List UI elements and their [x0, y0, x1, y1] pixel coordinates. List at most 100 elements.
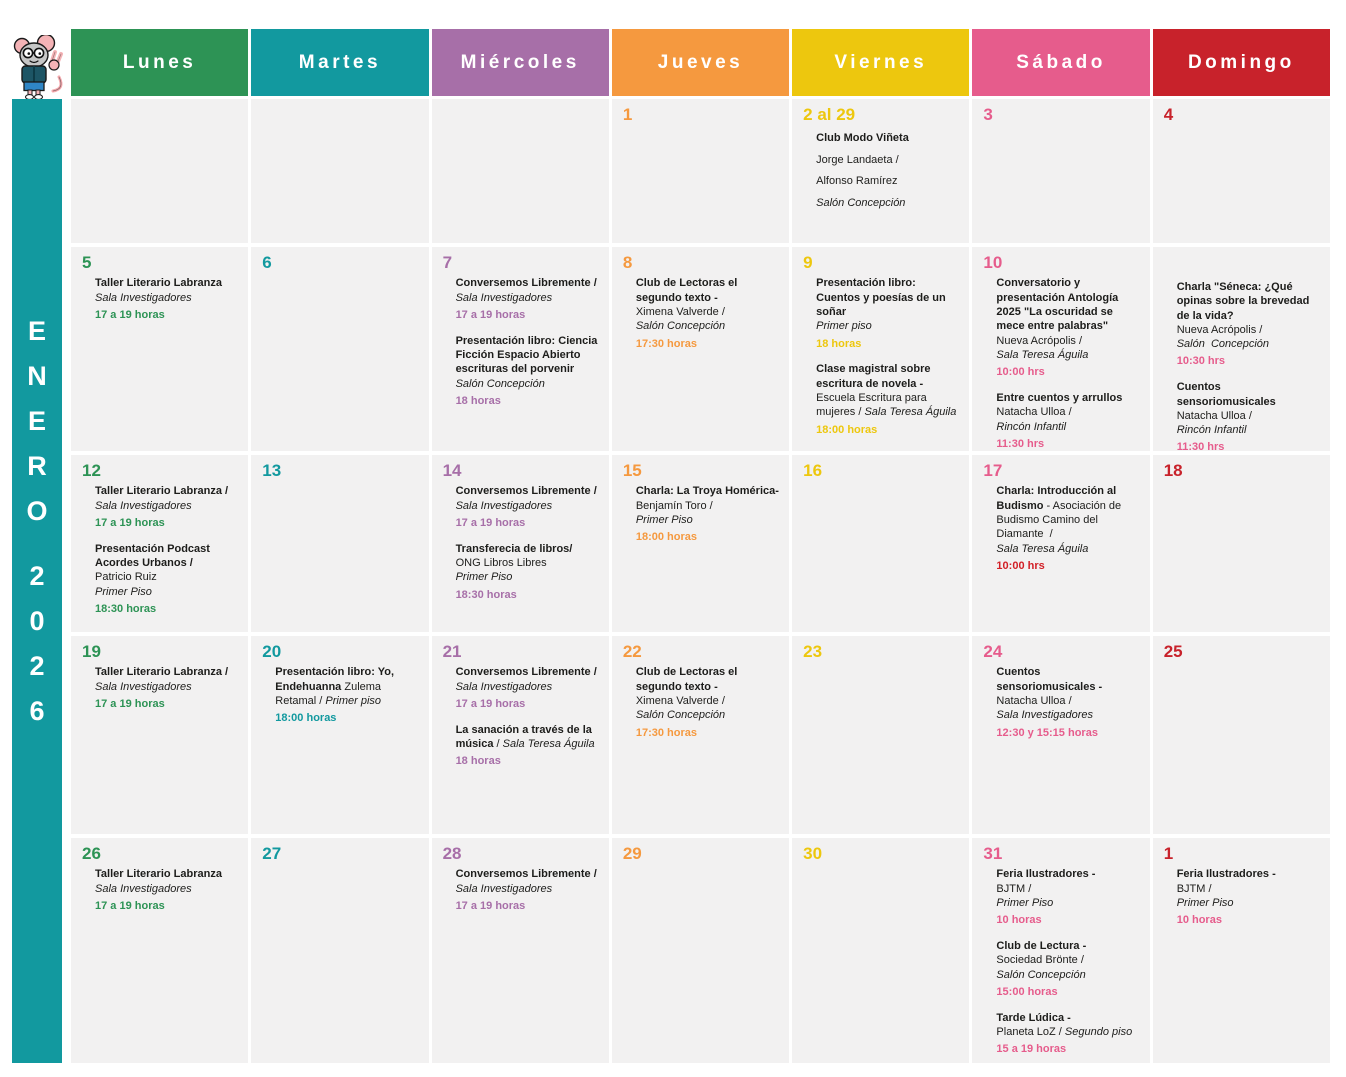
- event-line: Tarde Lúdica -: [996, 1011, 1141, 1025]
- sidebar-month-letter: E: [27, 405, 46, 436]
- day-number: 28: [442, 844, 462, 863]
- event-list: Conversemos Libremente / Sala Investigado…: [443, 484, 603, 602]
- event-line: Salón Concepción: [816, 193, 961, 214]
- day-number: 9: [803, 253, 813, 272]
- event: Club de Lectura - Sociedad Brönte / Salón …: [996, 939, 1141, 1000]
- event-list: Presentación libro: Yo, Endehuanna Zulem…: [262, 665, 422, 726]
- sidebar-year-digit: 2: [29, 650, 45, 681]
- sidebar-month-letter: R: [27, 450, 47, 481]
- day-number: 15: [622, 461, 642, 480]
- event-line: Presentación libro: Yo, Endehuanna Zulem…: [275, 665, 420, 708]
- event-presenter-text: Planeta LoZ /: [996, 1025, 1065, 1038]
- weekday-header-sabado: Sábado: [972, 29, 1150, 96]
- day-cell-week5-martes: 27: [251, 838, 429, 1063]
- event: Transferecia de libros/ONG Libros Libres…: [456, 542, 601, 603]
- event-line: Conversatorio y presentación Antología 2…: [996, 276, 1141, 333]
- event-time: 18 horas: [455, 755, 501, 768]
- day-cell-week2-miercoles: 7 Conversemos Libremente / Sala Investigad…: [431, 247, 609, 451]
- event-presenter-text: ONG Libros Libres: [455, 557, 547, 570]
- event-list: Feria Ilustradores - BJTM / Primer Piso 10 …: [1164, 867, 1324, 928]
- weekday-header-miercoles: Miércoles: [431, 29, 609, 96]
- day-cell-week3-viernes: 16: [792, 455, 970, 632]
- event-location-text: Salón Concepción: [635, 709, 726, 722]
- event-list: Taller Literario Labranza / Sala Investig…: [82, 665, 242, 711]
- event-time: 10 horas: [996, 914, 1042, 927]
- event-list: Feria Ilustradores - BJTM / Primer Piso 10 …: [983, 867, 1143, 1057]
- event-location-text: Rincón Infantil: [996, 420, 1067, 433]
- day-cell-week5-lunes: 26 Taller Literario Labranza Sala Investig…: [71, 838, 249, 1063]
- event-presenter-text: Nueva Acrópolis /: [996, 334, 1083, 347]
- day-cell-week4-jueves: 22 Club de Lectoras el segundo texto - Xim…: [611, 636, 790, 834]
- event-time: 10:00 hrs: [996, 559, 1045, 572]
- day-number: 2 al 29: [803, 105, 856, 124]
- event-presenter-text: Patricio Ruiz: [95, 571, 157, 584]
- weekday-header-domingo: Domingo: [1152, 29, 1330, 96]
- event-time: 10:00 hrs: [996, 366, 1045, 379]
- day-number: 17: [983, 461, 1003, 480]
- day-cell-week4-viernes: 23: [792, 636, 970, 834]
- calendar: Lunes Martes Miércoles Jueves Viernes Sábado D…: [71, 29, 1330, 1063]
- event: Feria Ilustradores - BJTM / Primer Piso 10 …: [996, 867, 1141, 928]
- event-line: Presentación Podcast Acordes Urbanos /: [95, 542, 240, 571]
- day-cell-week2-domingo: Charla "Séneca: ¿Qué opinas sobre la bre…: [1152, 247, 1330, 453]
- event-presenter-text: Alfonso Ramírez: [816, 175, 898, 188]
- event-line: Primer Piso: [1177, 896, 1322, 910]
- event-line: Natacha Ulloa /: [1177, 409, 1322, 423]
- event-time: 17 a 19 horas: [455, 899, 526, 912]
- event-time: 17 a 19 horas: [455, 697, 526, 710]
- event-line: Club de Lectura -: [996, 939, 1141, 953]
- event-line: Jorge Landaeta /: [816, 150, 961, 171]
- event-location-text: Salón Concepción: [816, 196, 906, 209]
- event: Feria Ilustradores - BJTM / Primer Piso 10 …: [1177, 867, 1322, 928]
- event-presenter-text: /: [493, 738, 503, 751]
- event: Club de Lectoras el segundo texto - Ximen…: [636, 665, 781, 740]
- day-cell-week4-domingo: 25: [1152, 636, 1330, 834]
- event-list: Conversatorio y presentación Antología 2…: [983, 276, 1143, 451]
- event-list: Charla: La Troya Homérica- Benjamín Toro …: [623, 484, 783, 545]
- event-presenter-text: Sociedad Brönte /: [996, 954, 1084, 967]
- event-time: 18:30 horas: [455, 588, 517, 601]
- event-time: 17 a 19 horas: [95, 697, 165, 710]
- calendar-grid: 1 2 al 29 Club Modo Viñeta Jorge Landaeta /…: [71, 99, 1330, 1063]
- day-number: 22: [622, 642, 642, 661]
- day-cell-week1-martes: [251, 99, 429, 243]
- event-title-text: Cuentos sensoriomusicales -: [996, 666, 1103, 693]
- event-time: 18:30 horas: [95, 602, 157, 615]
- event-title-text: Feria Ilustradores -: [996, 868, 1096, 881]
- event-line: Rincón Infantil: [996, 420, 1141, 434]
- event: Presentación libro: Yo, Endehuanna Zulem…: [275, 665, 420, 726]
- event-line: Sala Investigadores: [996, 708, 1141, 722]
- day-cell-week2-martes: 6: [251, 247, 429, 451]
- event-line: La sanación a través de la música / Sala…: [456, 723, 601, 752]
- event-location-text: Sala Investigadores: [95, 291, 192, 304]
- day-cell-week2-sabado: 10 Conversatorio y presentación Antología…: [972, 247, 1150, 451]
- event-list: Charla "Séneca: ¿Qué opinas sobre la bre…: [1164, 280, 1324, 455]
- event-line: Taller Literario Labranza: [95, 867, 240, 881]
- event-line: Charla: La Troya Homérica-: [636, 484, 781, 498]
- day-number: 20: [262, 642, 282, 661]
- event-title-text: Taller Literario Labranza /: [95, 666, 229, 679]
- event-line: Cuentos sensoriomusicales: [1177, 380, 1322, 409]
- event-location-text: Sala Teresa Águila: [996, 348, 1089, 361]
- day-cell-week4-lunes: 19 Taller Literario Labranza / Sala Invest…: [71, 636, 249, 834]
- event-title-text: Club de Lectura -: [996, 940, 1087, 953]
- day-cell-week3-miercoles: 14 Conversemos Libremente / Sala Investiga…: [431, 455, 609, 632]
- event-line: Sala Investigadores: [95, 291, 240, 305]
- day-cell-week2-lunes: 5 Taller Literario Labranza Sala Investiga…: [71, 247, 249, 451]
- event-location-text: Salón Concepción: [635, 320, 726, 333]
- day-cell-week1-miercoles: [431, 99, 609, 243]
- event-line: Sala Investigadores: [95, 882, 240, 896]
- event-presenter-text: Natacha Ulloa /: [1176, 409, 1252, 422]
- event: Club Modo Viñeta Jorge Landaeta / Alfonso …: [816, 128, 961, 214]
- event-line: Primer Piso: [456, 570, 601, 584]
- event-list: Club de Lectoras el segundo texto - Ximen…: [623, 276, 783, 351]
- event-title-text: Taller Literario Labranza /: [95, 485, 229, 498]
- day-cell-week1-jueves: 1: [611, 99, 790, 243]
- day-number: 12: [82, 461, 101, 480]
- event: Presentación Podcast Acordes Urbanos / Pa…: [95, 542, 240, 617]
- event-line: Ximena Valverde /: [636, 694, 781, 708]
- day-cell-week5-domingo: 1 Feria Ilustradores - BJTM / Primer Piso 10…: [1152, 838, 1330, 1063]
- weekday-header-lunes: Lunes: [71, 29, 249, 96]
- event-location-text: Rincón Infantil: [1176, 424, 1247, 437]
- event-list: Presentación libro: Cuentos y poesías de…: [803, 276, 963, 437]
